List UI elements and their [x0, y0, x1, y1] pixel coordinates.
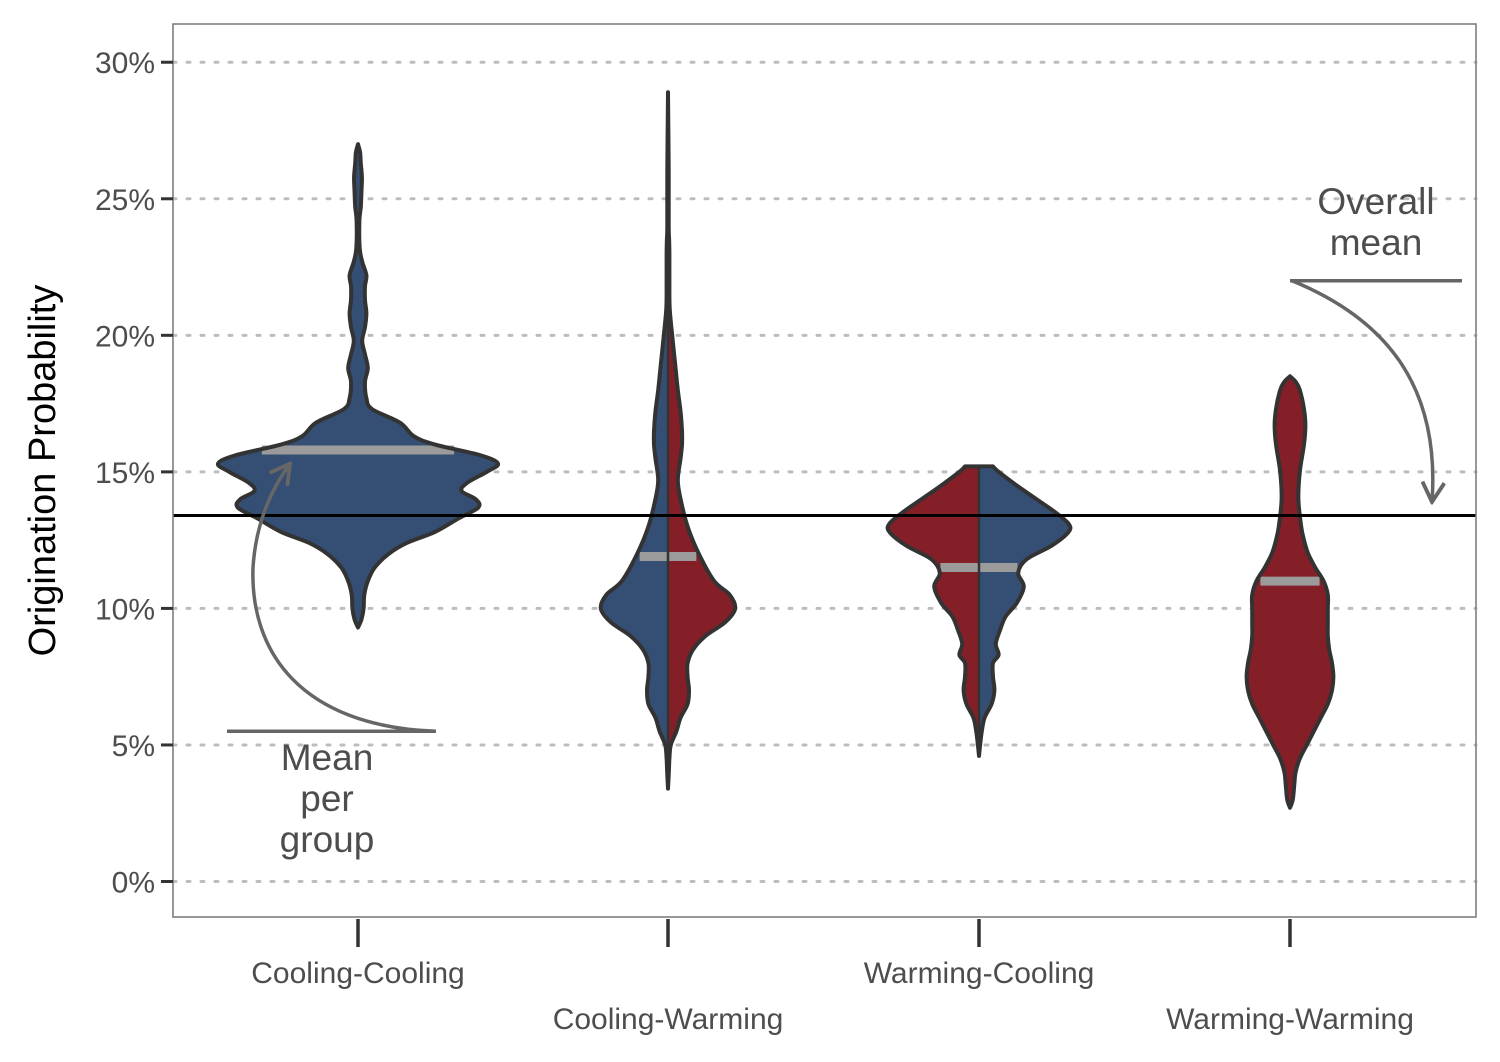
mean-per-group-arrow [251, 464, 437, 734]
y-tick-label: 5% [112, 730, 155, 763]
violin-left-half [217, 144, 358, 628]
violin-right-half [1290, 376, 1334, 808]
y-tick-label: 20% [95, 320, 155, 353]
violin-group [598, 90, 738, 791]
overall-mean-arrow [1291, 279, 1433, 502]
mean-per-group-label: group [280, 819, 375, 860]
y-tick-label: 30% [95, 47, 155, 80]
violin-left-half [600, 92, 668, 789]
y-tick-label: 0% [112, 866, 155, 899]
y-axis-title: Origination Probability [22, 285, 64, 657]
axes: 0% 5% 10% 15% 20% 25% 30% Cooling-Cooling Coolin… [95, 47, 1414, 1036]
x-tick-label: Warming-Cooling [864, 957, 1095, 990]
mean-per-group-label: Mean [281, 737, 374, 778]
violin-outline [1244, 374, 1336, 810]
x-tick-label: Warming-Warming [1166, 1003, 1414, 1036]
violin-outline [215, 142, 501, 630]
y-tick-label: 25% [95, 184, 155, 217]
violins [215, 90, 1336, 810]
mean-per-group-label: per [300, 778, 353, 819]
x-tick-label: Cooling-Cooling [251, 957, 464, 990]
overall-mean-label: mean [1330, 222, 1423, 263]
violin-outline [885, 464, 1073, 758]
violin-right-half [668, 92, 736, 789]
violin-group [1244, 374, 1336, 810]
violin-group [215, 142, 501, 630]
violin-right-half [358, 144, 499, 628]
violin-left-half [1246, 376, 1290, 808]
x-tick-label: Cooling-Warming [553, 1003, 784, 1036]
overall-mean-label: Overall [1317, 181, 1434, 222]
violin-left-half [887, 466, 979, 756]
y-tick-label: 10% [95, 593, 155, 626]
violin-group [885, 464, 1073, 758]
violin-outline [598, 90, 738, 791]
y-tick-label: 15% [95, 457, 155, 490]
violin-right-half [979, 466, 1071, 756]
